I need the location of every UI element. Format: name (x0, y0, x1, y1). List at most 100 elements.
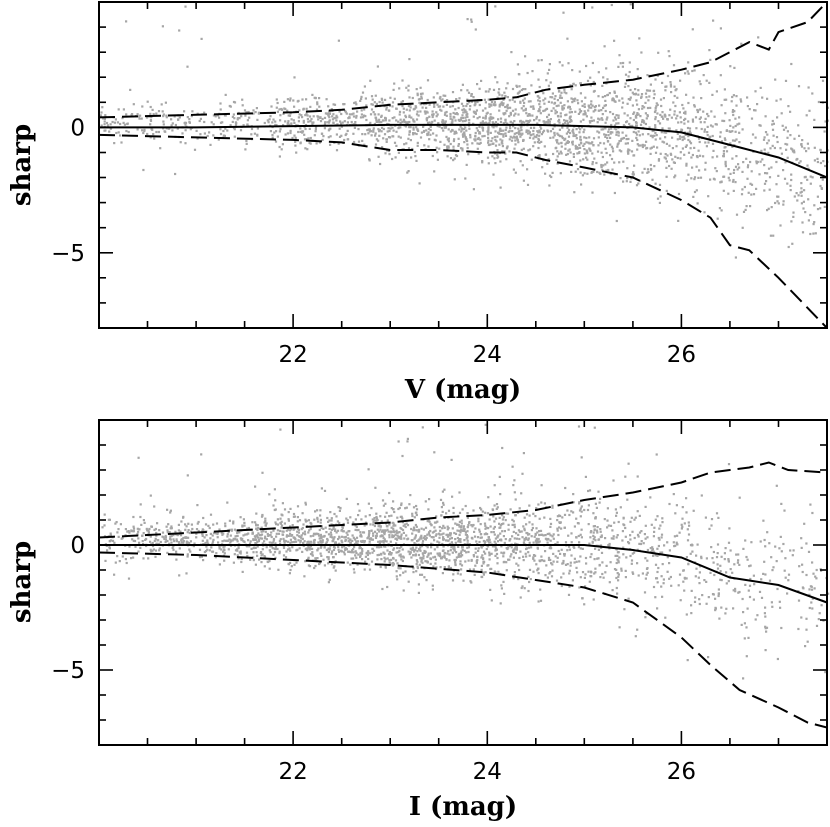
bottom-scatter-point (429, 552, 432, 555)
bottom-scatter-point (503, 592, 506, 595)
top-scatter-point (640, 96, 643, 99)
top-scatter-point (340, 125, 343, 128)
top-scatter-point (751, 133, 755, 136)
bottom-scatter-point (633, 551, 636, 554)
top-scatter-point (505, 158, 508, 161)
bottom-scatter-point (762, 572, 765, 575)
bottom-scatter-point (216, 532, 219, 536)
bottom-scatter-point (368, 514, 371, 517)
top-scatter-point (641, 143, 644, 146)
bottom-scatter-point (763, 560, 766, 563)
top-scatter-point (478, 125, 481, 128)
top-scatter-point (542, 120, 545, 123)
bottom-scatter-point (717, 594, 720, 598)
bottom-scatter-point (520, 492, 523, 495)
bottom-scatter-point (782, 542, 785, 546)
top-scatter-point (514, 127, 517, 130)
bottom-scatter-point (540, 501, 543, 504)
bottom-scatter-point (458, 552, 461, 555)
bottom-scatter-point (450, 546, 453, 549)
top-scatter-point (474, 101, 477, 104)
bottom-scatter-point (147, 531, 150, 534)
bottom-scatter-point (319, 518, 322, 521)
bottom-scatter-point (638, 542, 641, 545)
top-scatter-point (114, 118, 117, 121)
bottom-scatter-point (451, 518, 455, 521)
top-scatter-point (328, 112, 332, 115)
bottom-scatter-point (402, 531, 405, 534)
top-scatter-point (303, 133, 306, 136)
top-scatter-point (769, 147, 772, 150)
bottom-scatter-point (568, 585, 571, 588)
bottom-scatter-point (205, 545, 208, 548)
top-scatter-point (234, 123, 238, 126)
top-scatter-point (297, 116, 300, 119)
top-scatter-point (793, 151, 796, 154)
bottom-scatter-point (593, 426, 596, 429)
top-scatter-point (553, 134, 556, 137)
top-scatter-point (687, 101, 690, 105)
top-scatter-point (766, 172, 769, 175)
bottom-scatter-point (563, 554, 566, 557)
bottom-scatter-point (458, 525, 461, 528)
top-scatter-point (787, 245, 790, 249)
bottom-scatter-point (403, 523, 406, 526)
top-scatter-point (782, 203, 785, 206)
bottom-scatter-point (252, 551, 255, 554)
top-scatter-point (306, 117, 309, 121)
bottom-scatter-point (151, 545, 155, 548)
bottom-scatter-point (523, 539, 526, 542)
bottom-scatter-point (145, 527, 148, 530)
bottom-scatter-point (528, 568, 532, 571)
top-scatter-point (693, 178, 696, 181)
top-scatter-point (423, 144, 426, 147)
bottom-scatter-point (113, 573, 116, 576)
bottom-scatter-point (390, 531, 393, 534)
top-scatter-point (564, 147, 567, 150)
top-scatter-point (292, 119, 295, 122)
bottom-scatter-point (533, 535, 536, 538)
top-scatter-point (139, 114, 142, 117)
bottom-scatter-point (428, 520, 431, 523)
bottom-scatter-point (709, 571, 712, 574)
bottom-scatter-point (267, 534, 270, 537)
top-scatter-point (524, 107, 527, 110)
top-scatter-point (596, 170, 599, 174)
bottom-scatter-point (318, 562, 321, 566)
top-scatter-point (352, 132, 355, 135)
bottom-scatter-point (683, 522, 686, 525)
top-scatter-point (647, 99, 650, 102)
top-scatter-point (722, 189, 725, 192)
bottom-scatter-point (562, 572, 565, 575)
top-scatter-point (186, 116, 189, 119)
top-scatter-point (453, 138, 456, 141)
top-scatter-point (374, 116, 377, 119)
top-scatter-point (460, 116, 463, 119)
top-scatter-point (454, 112, 457, 115)
top-scatter-point (646, 89, 649, 92)
bottom-scatter-point (365, 551, 369, 554)
top-scatter-point (526, 114, 529, 117)
top-scatter-point (395, 130, 398, 133)
bottom-scatter-point (447, 539, 450, 542)
bottom-scatter-point (433, 539, 436, 542)
top-scatter-point (415, 113, 419, 116)
bottom-scatter-point (314, 510, 317, 513)
top-scatter-point (613, 100, 616, 103)
top-scatter-point (478, 115, 481, 119)
top-scatter-point (532, 137, 535, 140)
bottom-scatter-point (666, 541, 669, 544)
top-scatter-point (673, 94, 676, 98)
bottom-scatter-point (392, 500, 395, 503)
top-scatter-point (348, 116, 351, 119)
top-scatter-point (800, 145, 804, 148)
top-scatter-point (591, 61, 594, 65)
top-scatter-point (626, 142, 629, 145)
top-scatter-point (632, 154, 635, 157)
bottom-scatter-point (650, 523, 653, 526)
bottom-scatter-point (380, 520, 383, 523)
bottom-scatter-point (395, 575, 398, 578)
top-scatter-point (499, 120, 503, 123)
top-scatter-point (449, 105, 452, 108)
bottom-scatter-point (266, 532, 269, 536)
